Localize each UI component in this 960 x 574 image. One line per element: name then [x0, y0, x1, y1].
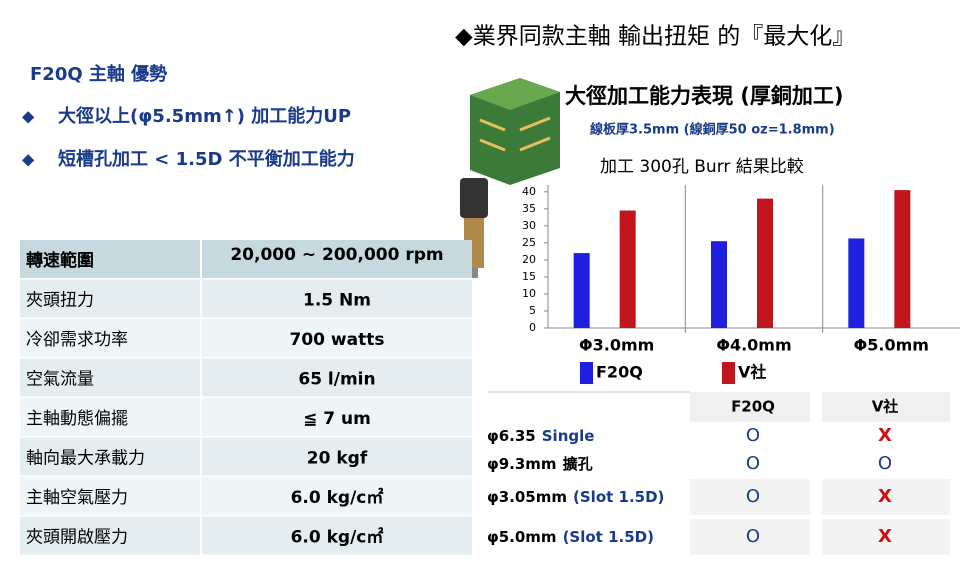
cmp-row-label: φ5.0mm (Slot 1.5D): [487, 528, 654, 546]
y-tick-label: 30: [522, 219, 536, 232]
spec-label: 空氣流量: [26, 370, 94, 390]
spec-label: 主軸動態偏擺: [26, 409, 128, 429]
spec-label: 冷卻需求功率: [26, 330, 128, 350]
cmp-note: (Slot 1.5D): [573, 488, 664, 506]
spec-cell: [20, 358, 200, 397]
legend-swatch: [580, 362, 593, 384]
spec-cell: [202, 358, 472, 397]
bullet: ◆: [22, 107, 35, 126]
cmp-cell: [690, 519, 810, 555]
x-tick-label: Φ5.0mm: [854, 336, 929, 355]
spec-cell: [20, 240, 200, 278]
spec-cell: [202, 516, 472, 555]
cmp-note: 擴孔: [563, 455, 593, 473]
spec-label: 主軸空氣壓力: [26, 488, 128, 508]
plot-title: 加工 300孔 Burr 結果比較: [600, 157, 804, 177]
pcb-image: [470, 78, 560, 185]
cmp-row-label: φ9.3mm 擴孔: [487, 455, 593, 473]
spec-cell: [202, 477, 472, 515]
spec-cell: [20, 398, 200, 436]
bar: [711, 241, 727, 328]
spec-value: 1.5 Nm: [303, 291, 371, 311]
chart-subtitle: 線板厚3.5mm (線銅厚50 oz=1.8mm): [590, 122, 835, 138]
spec-value: 20,000 ~ 200,000 rpm: [230, 245, 443, 265]
bar: [848, 238, 865, 328]
spec-value: 20 kgf: [307, 449, 368, 469]
cmp-mark: X: [878, 526, 892, 547]
spec-label: 軸向最大承載力: [26, 449, 145, 469]
cmp-cell: [690, 479, 810, 515]
advantages-title: F20Q 主軸 優勢: [30, 63, 167, 85]
bar: [573, 253, 590, 328]
advantage-item: 短槽孔加工 < 1.5D 不平衡加工能力: [58, 148, 355, 170]
y-tick-label: 25: [522, 236, 536, 249]
x-tick-label: Φ4.0mm: [716, 336, 791, 355]
cmp-header-cell: [822, 392, 950, 422]
cmp-size: φ3.05mm: [487, 488, 567, 506]
spec-label: 夾頭開啟壓力: [26, 528, 128, 548]
spec-cell: [20, 516, 200, 555]
cmp-mark: O: [746, 453, 760, 474]
y-tick-label: 10: [522, 287, 536, 300]
spec-value: 6.0 kg/c㎡: [291, 527, 384, 548]
y-tick-label: 40: [522, 185, 536, 198]
bar: [757, 198, 773, 328]
cmp-mark: O: [746, 526, 760, 547]
spec-value: 6.0 kg/c㎡: [291, 487, 384, 508]
cmp-row-label: φ3.05mm (Slot 1.5D): [487, 488, 664, 506]
spec-cell: [202, 437, 472, 476]
cmp-row-label: φ6.35 Single: [487, 427, 594, 445]
bullet: ◆: [22, 150, 35, 169]
x-tick-label: Φ3.0mm: [579, 336, 654, 355]
spec-value: 65 l/min: [298, 370, 375, 390]
spec-value: ≦ 7 um: [303, 409, 371, 429]
cmp-mark: O: [746, 425, 760, 446]
spec-cell: [202, 319, 472, 357]
spec-cell: [20, 279, 200, 318]
bar: [894, 190, 911, 328]
slide-title: ◆業界同款主軸 輸出扭矩 的『最大化』: [455, 24, 855, 50]
y-tick-label: 35: [522, 202, 536, 215]
cmp-size: φ5.0mm: [487, 528, 557, 546]
spec-cell: [20, 477, 200, 515]
y-tick-label: 0: [529, 321, 536, 334]
y-tick-label: 5: [529, 304, 536, 317]
cmp-mark: X: [878, 425, 892, 446]
cmp-header: F20Q: [731, 398, 775, 416]
spec-cell: [202, 279, 472, 318]
cmp-header-cell: [690, 392, 810, 422]
cmp-header: V社: [872, 398, 899, 416]
cmp-size: φ6.35: [487, 427, 536, 445]
spec-label: 夾頭扭力: [26, 291, 94, 311]
spec-cell: [20, 319, 200, 357]
spec-label: 轉速範圍: [26, 250, 94, 271]
y-tick-label: 15: [522, 270, 536, 283]
spec-cell: [20, 437, 200, 476]
cmp-cell: [822, 519, 950, 555]
bar: [619, 210, 636, 328]
cmp-note: (Slot 1.5D): [563, 528, 654, 546]
y-tick-label: 20: [522, 253, 536, 266]
spec-value: 700 watts: [290, 330, 385, 350]
cmp-size: φ9.3mm: [487, 455, 557, 473]
chart-title: 大徑加工能力表現 (厚銅加工): [565, 84, 844, 108]
cmp-mark: X: [878, 486, 892, 507]
cmp-mark: O: [746, 486, 760, 507]
spec-cell: [202, 240, 472, 278]
cmp-note: Single: [542, 427, 595, 445]
legend-swatch: [722, 362, 735, 384]
legend-label: F20Q: [596, 363, 643, 382]
advantage-item: 大徑以上(φ5.5mm↑) 加工能力UP: [58, 105, 351, 127]
spec-cell: [202, 398, 472, 436]
cmp-mark: O: [878, 453, 892, 474]
legend-label: V社: [738, 363, 766, 382]
cmp-cell: [822, 479, 950, 515]
